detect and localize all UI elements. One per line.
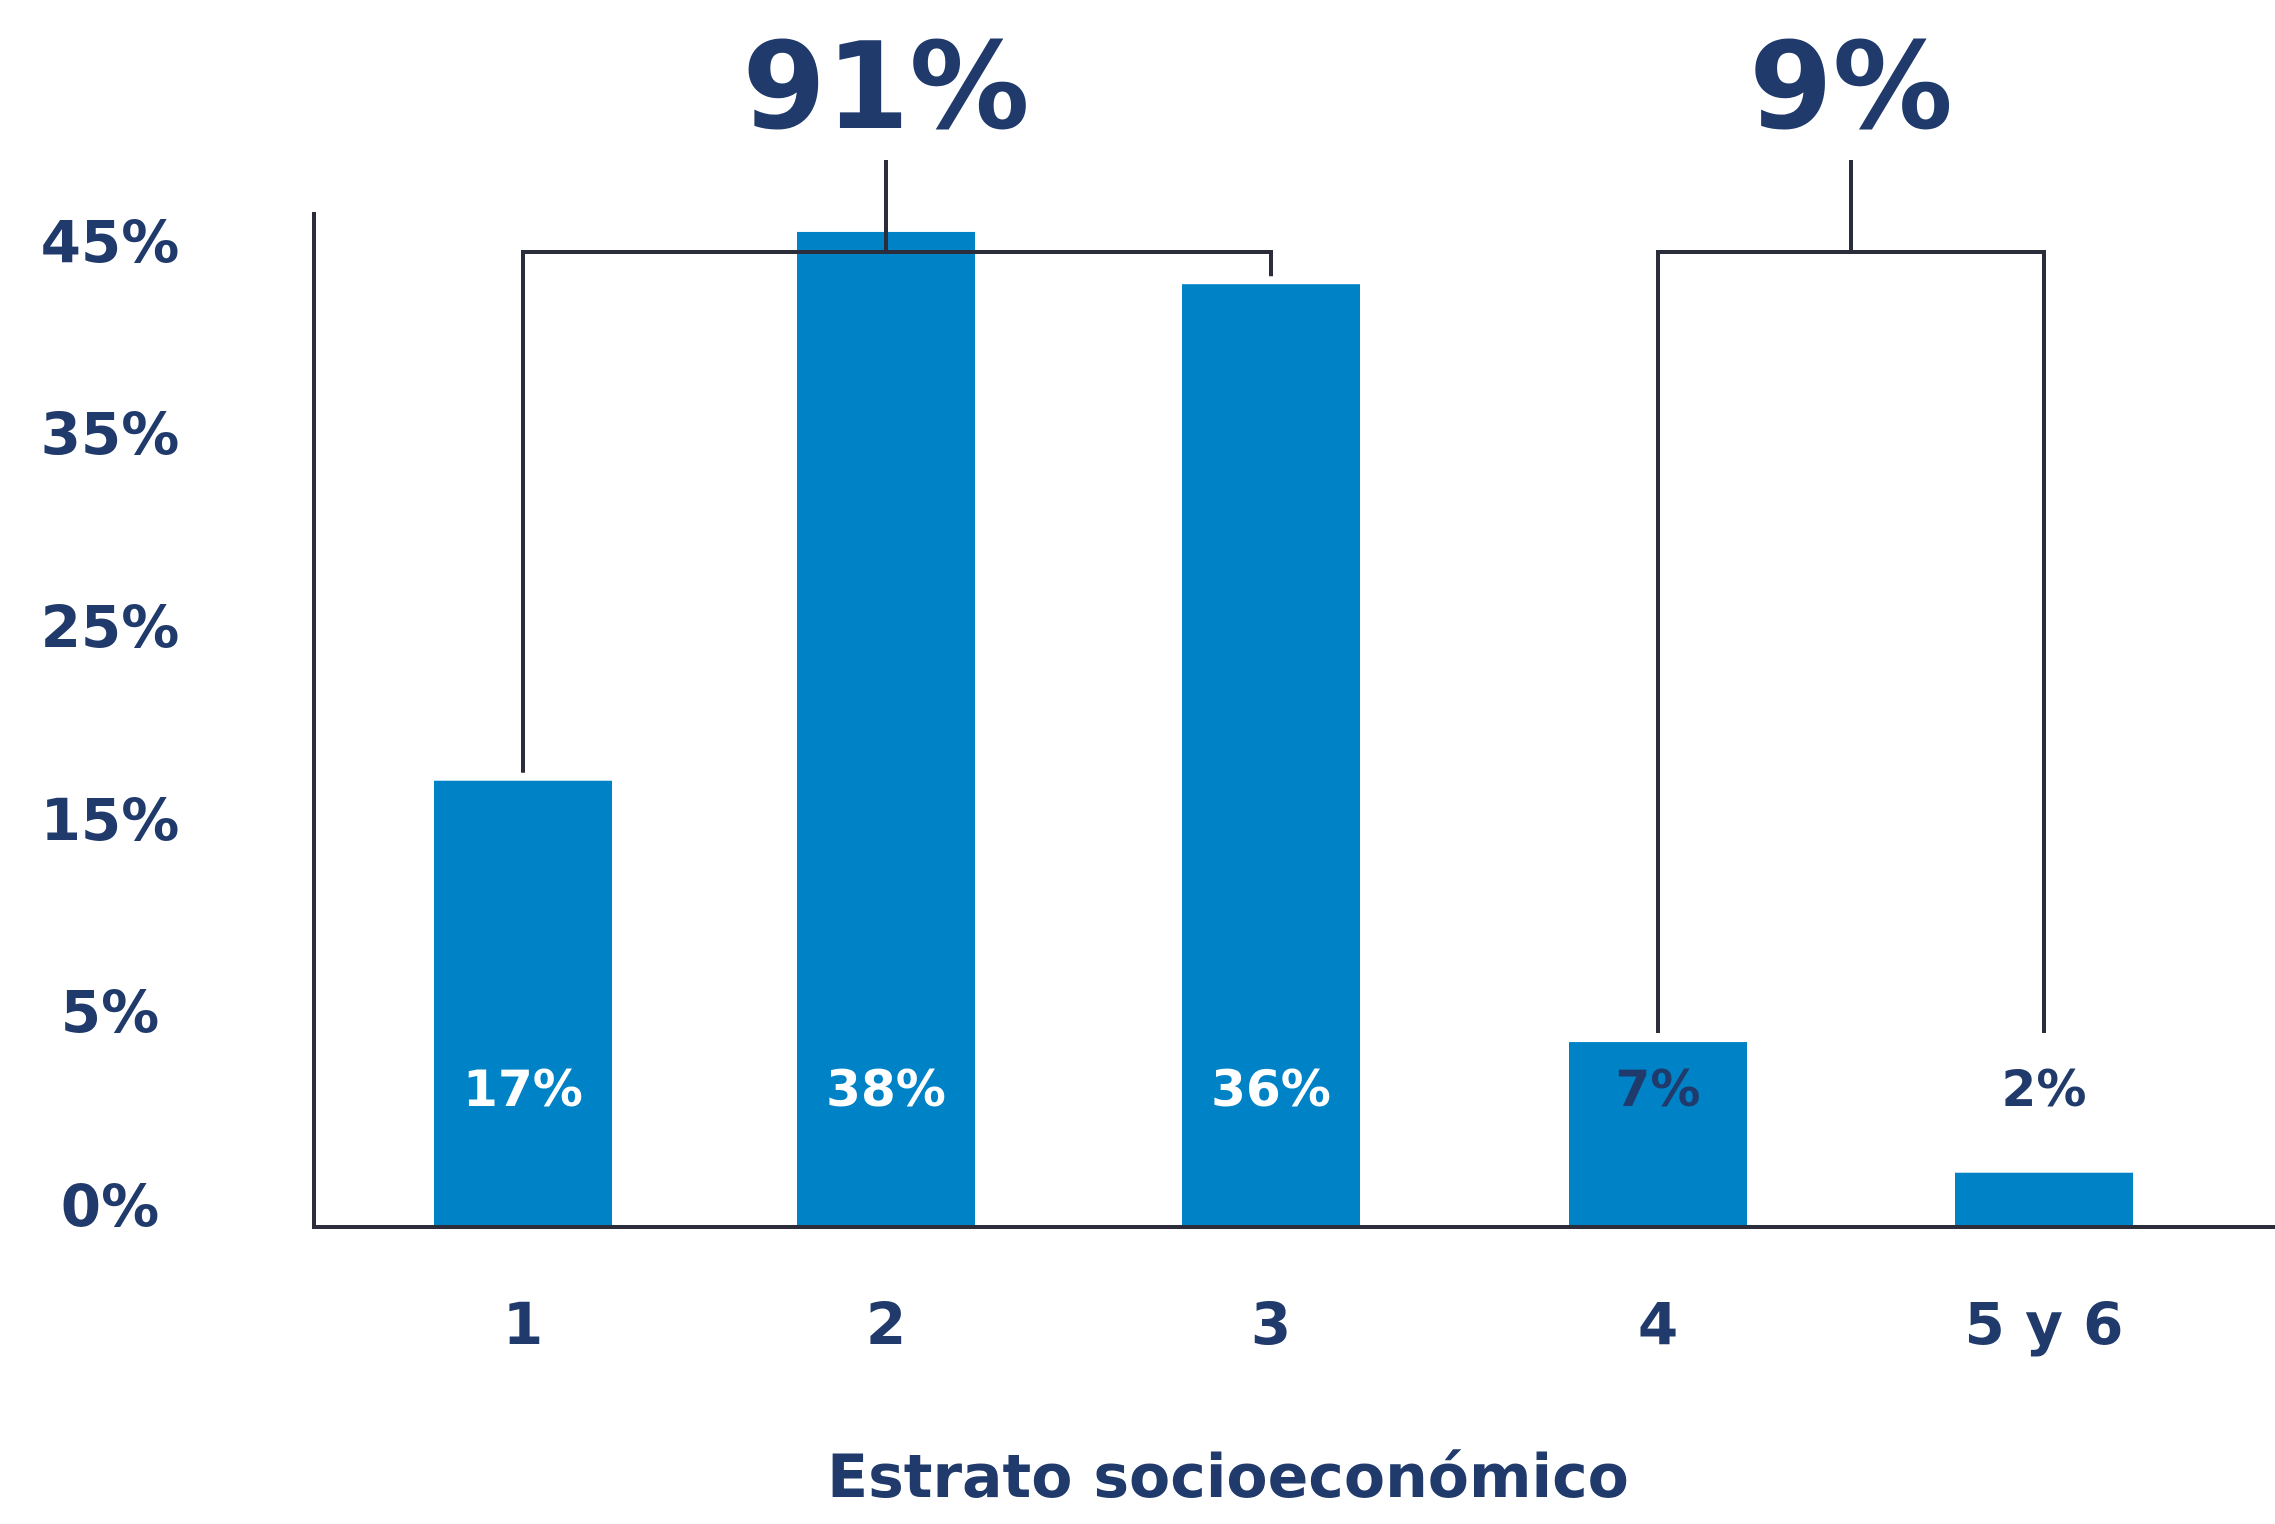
y-tick-label-45: 45%: [41, 208, 180, 276]
category-label-2: 2: [866, 1290, 906, 1358]
y-tick-label-35: 35%: [41, 400, 180, 468]
y-tick-label-5: 5%: [61, 978, 159, 1046]
data-label-4: 7%: [1616, 1060, 1701, 1118]
data-label-5-y-6: 2%: [2002, 1060, 2087, 1118]
bar-3: [1182, 284, 1360, 1225]
group-total-label-2: 9%: [1749, 18, 1953, 157]
data-label-3: 36%: [1211, 1060, 1331, 1118]
group-total-label-1: 91%: [742, 18, 1029, 157]
y-tick-label-15: 15%: [41, 786, 180, 854]
bar-1: [434, 780, 612, 1225]
x-axis-label: Estrato socioeconómico: [827, 1442, 1629, 1512]
bar-2: [797, 231, 975, 1225]
data-label-1: 17%: [463, 1060, 583, 1118]
category-label-3: 3: [1251, 1290, 1291, 1358]
y-axis-ticks: 0% 5% 15% 25% 35% 45%: [41, 208, 180, 1240]
data-label-2: 38%: [826, 1060, 946, 1118]
category-label-1: 1: [503, 1290, 543, 1358]
group-bracket-2: [1656, 250, 2046, 1033]
category-label-5-y-6: 5 y 6: [1965, 1290, 2124, 1358]
group-brackets: 91% 9%: [521, 18, 2046, 1033]
bars: 17% 38% 36% 7% 2%: [434, 231, 2133, 1225]
x-axis-categories: 1 2 3 4 5 y 6: [503, 1290, 2124, 1358]
category-label-4: 4: [1638, 1290, 1678, 1358]
bar-4: [1569, 1042, 1747, 1225]
y-tick-label-25: 25%: [41, 593, 180, 661]
group-bracket-1: [521, 250, 1273, 773]
y-tick-label-0: 0%: [61, 1172, 159, 1240]
bar-5-y-6: [1955, 1172, 2133, 1225]
